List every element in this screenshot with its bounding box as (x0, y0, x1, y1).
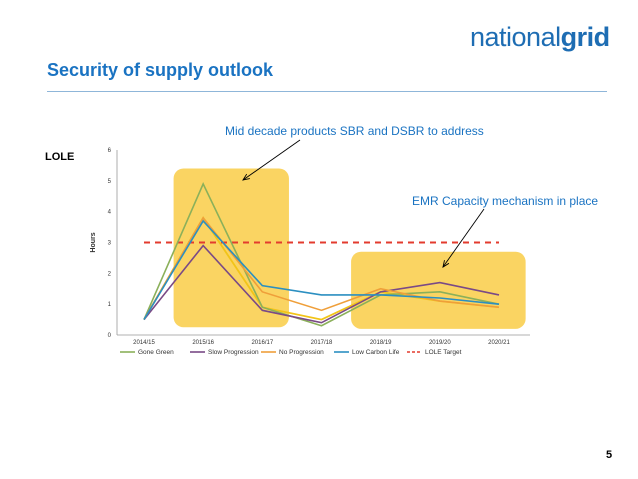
series-line-no-progression (143, 216, 500, 320)
x-tick-label-2019-20: 2019/20 (429, 340, 451, 346)
y-axis-label: Hours (90, 232, 97, 252)
y-tick-label-3: 3 (108, 241, 112, 247)
series-line-slow-progression (143, 244, 500, 324)
x-tick-label-2014-15: 2014/15 (133, 340, 155, 346)
y-tick-label-2: 2 (108, 271, 112, 277)
national-grid-logo: nationalgrid (470, 22, 610, 53)
x-tick-label-2017-18: 2017/18 (311, 340, 333, 346)
annotation-arrow-1-head (242, 173, 250, 181)
annotation-emr-capacity: EMR Capacity mechanism in place (412, 194, 599, 208)
legend-label-gone-green: Gone Green (138, 349, 174, 356)
y-tick-label-0: 0 (108, 333, 112, 339)
annotation-arrow-2-shaft (442, 208, 485, 268)
legend-label-slow-progression: Slow Progression (208, 349, 259, 356)
x-tick-label-2016-17: 2016/17 (251, 340, 273, 346)
y-tick-label-1: 1 (108, 302, 112, 308)
title-divider (47, 91, 607, 92)
annotation-arrow-2-head (442, 260, 450, 268)
logo-part-national: national (470, 22, 561, 52)
legend-label-low-carbon-life: Low Carbon Life (352, 349, 400, 356)
series-line-gone-green (143, 181, 500, 327)
logo-part-grid: grid (560, 22, 611, 52)
x-tick-label-2015-16: 2015/16 (192, 340, 214, 346)
page-number: 5 (606, 449, 613, 461)
y-tick-label-6: 6 (108, 148, 112, 154)
x-tick-label-2018-19: 2018/19 (370, 340, 392, 346)
slide-title: Security of supply outlook (47, 60, 274, 80)
highlight-box-1 (173, 168, 289, 328)
lole-side-label: LOLE (45, 151, 75, 163)
y-tick-label-5: 5 (108, 179, 112, 185)
x-tick-label-2020-21: 2020/21 (488, 340, 510, 346)
legend-label-no-progression: No Progression (279, 349, 324, 356)
y-tick-label-4: 4 (108, 210, 112, 216)
annotation-mid-decade: Mid decade products SBR and DSBR to addr… (225, 124, 484, 138)
legend-label-lole-target: LOLE Target (425, 349, 462, 356)
highlight-box-2 (351, 251, 526, 329)
series-line-low-carbon-life (143, 219, 500, 320)
annotation-arrow-1-shaft (242, 139, 301, 181)
